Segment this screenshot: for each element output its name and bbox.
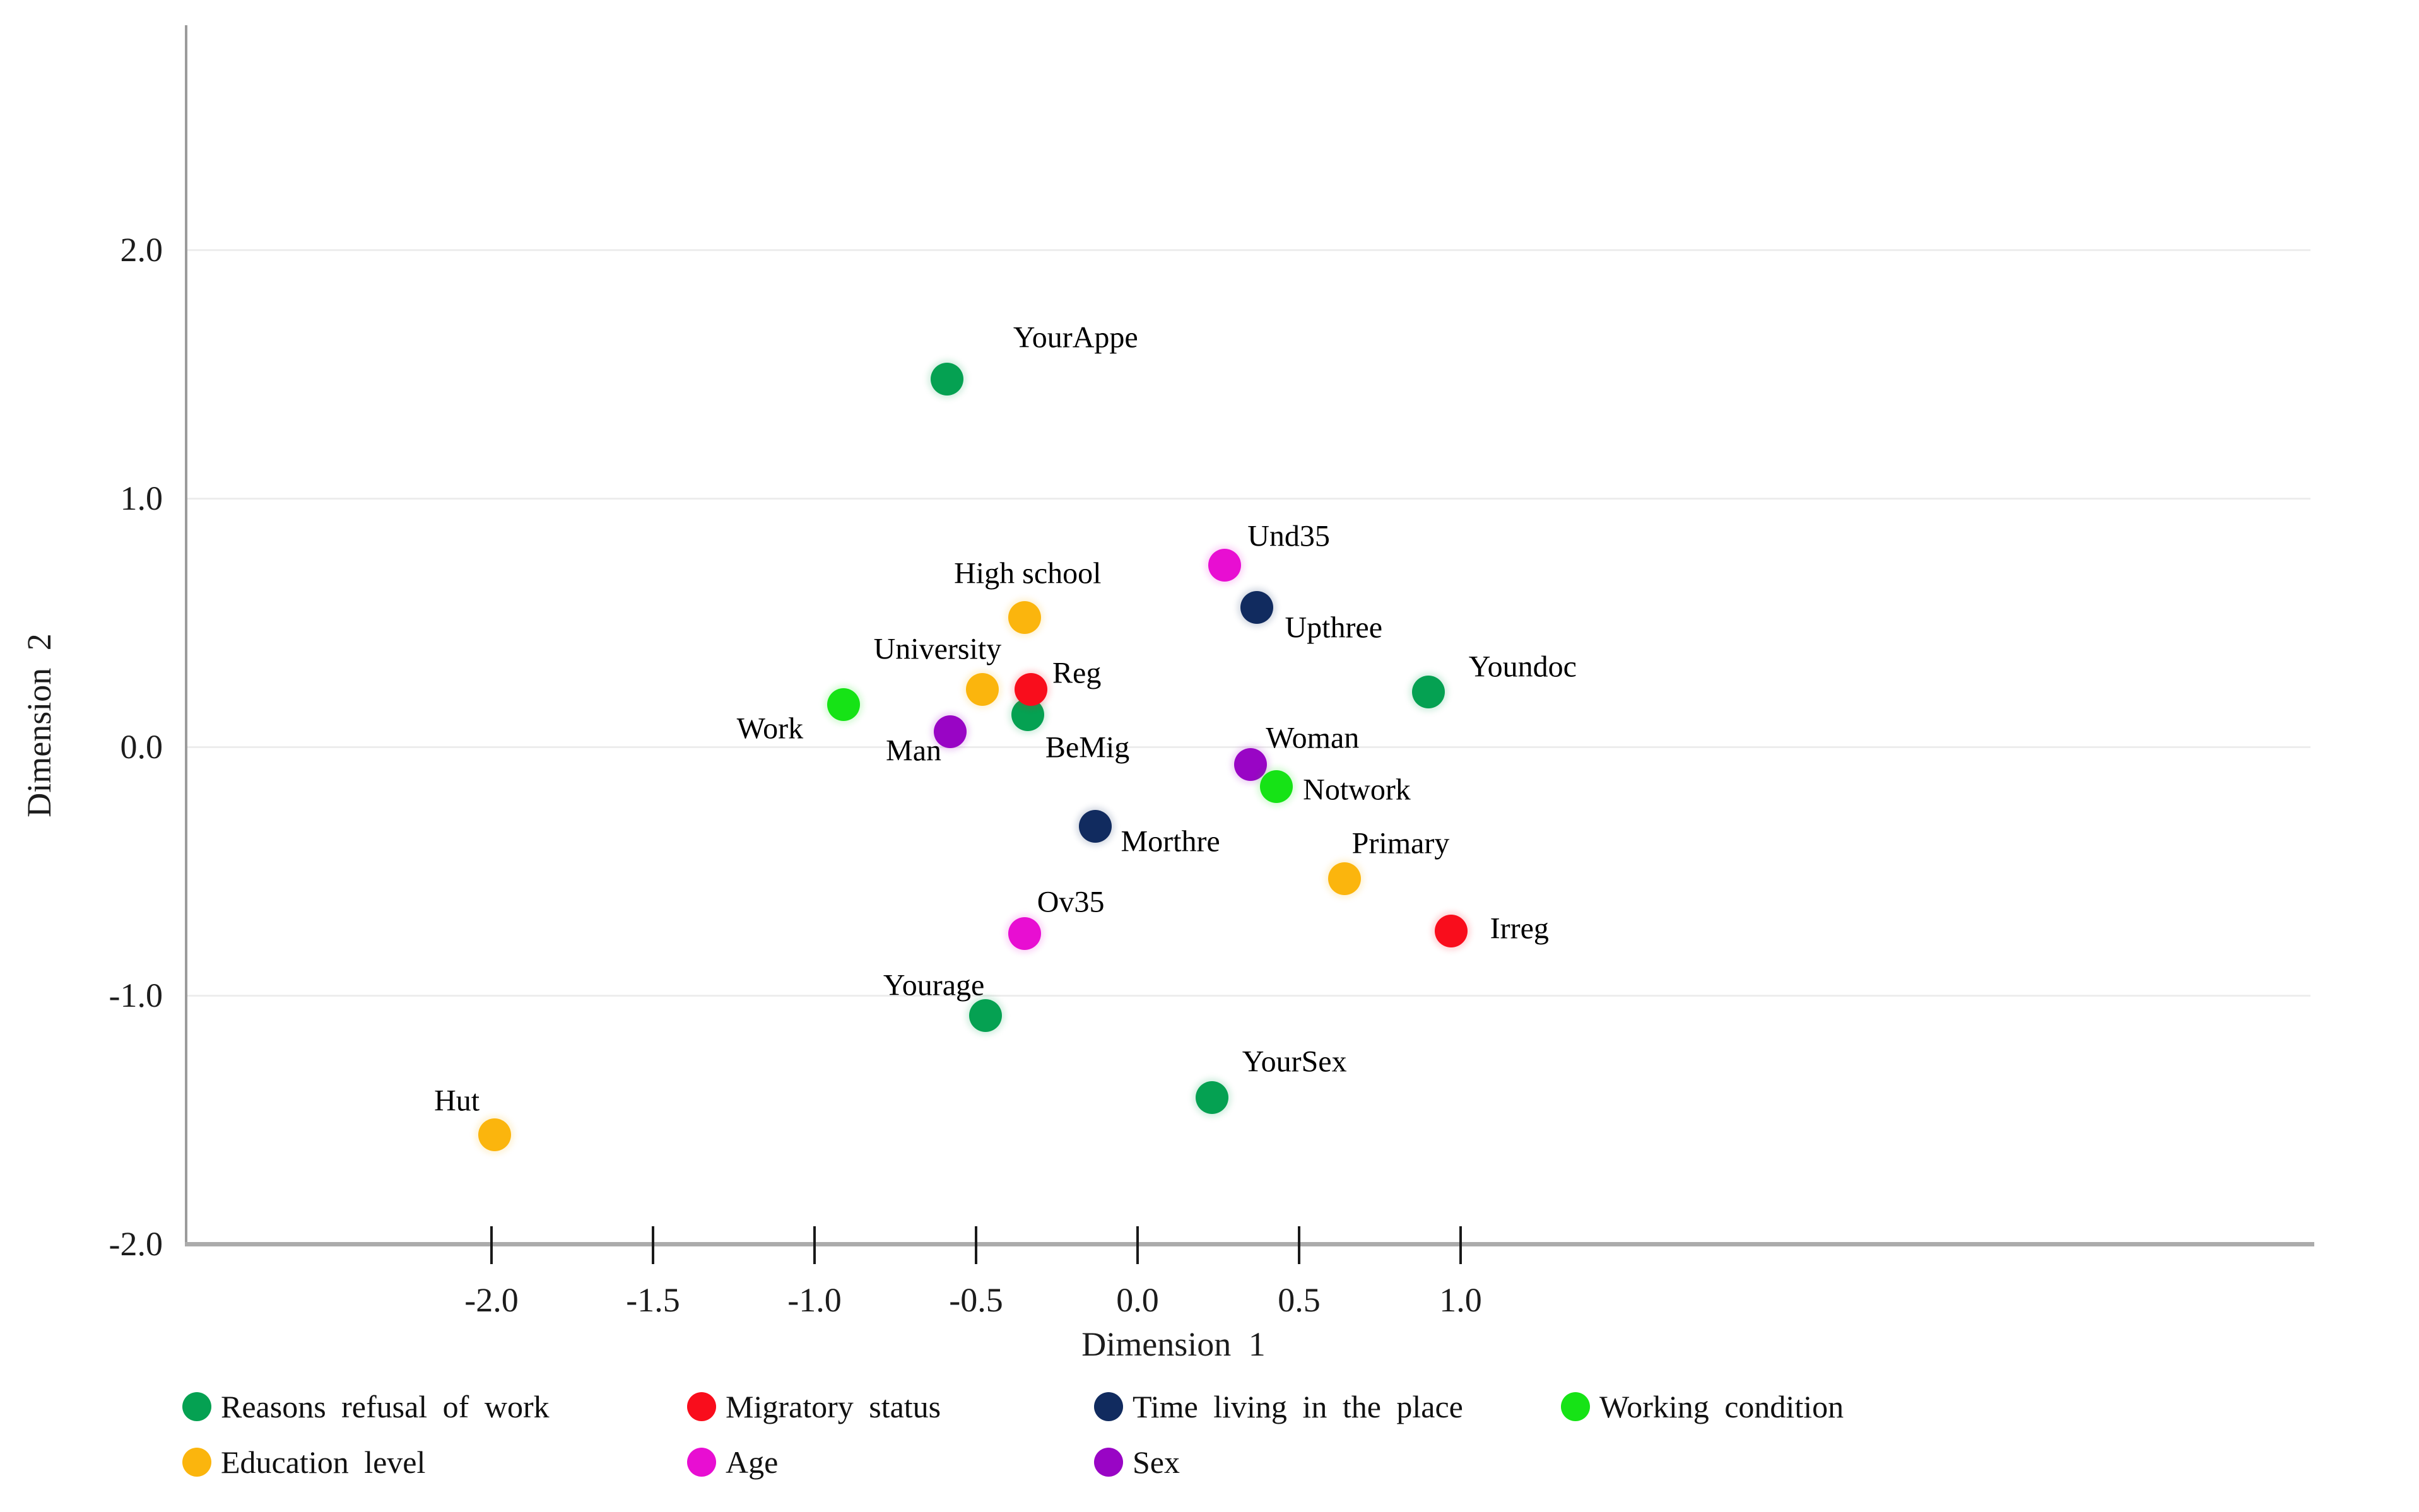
gridline-y--1.0 — [187, 995, 2310, 997]
y-tick-label-1.0: 1.0 — [120, 479, 163, 517]
point-label-primary: Primary — [1351, 826, 1450, 860]
x-tick-mark--2.0 — [490, 1226, 493, 1264]
x-tick-label-0.0: 0.0 — [1116, 1281, 1159, 1319]
x-tick-mark-1.0 — [1459, 1226, 1462, 1264]
data-point-yourage — [969, 999, 1003, 1032]
data-point-high-school — [1008, 601, 1041, 635]
data-point-yoursex — [1195, 1081, 1228, 1114]
data-point-woman — [1234, 747, 1268, 781]
point-label-high-school: High school — [954, 556, 1102, 590]
data-point-man — [934, 715, 967, 749]
point-label-ov35: Ov35 — [1037, 885, 1105, 918]
x-axis-line — [185, 1242, 2314, 1246]
data-point-hut — [478, 1118, 512, 1151]
gridline-y-2.0 — [187, 249, 2310, 251]
x-tick-mark--0.5 — [975, 1226, 977, 1264]
x-tick-label--0.5: -0.5 — [949, 1281, 1003, 1319]
y-axis-title: Dimension 2 — [20, 633, 58, 818]
x-tick-mark--1.0 — [813, 1226, 816, 1264]
point-label-notwork: Notwork — [1303, 773, 1411, 807]
data-point-irreg — [1434, 914, 1468, 947]
legend-marker-sex-icon — [1094, 1448, 1123, 1477]
y-tick-label-2.0: 2.0 — [120, 231, 163, 269]
legend-marker-education-level-icon — [182, 1448, 211, 1477]
point-label-man: Man — [886, 734, 942, 768]
legend-label-time-living-in-the-place: Time living in the place — [1133, 1389, 1463, 1424]
legend-marker-migratory-status-icon — [687, 1392, 716, 1421]
x-tick-label--1.0: -1.0 — [787, 1281, 842, 1319]
y-axis-line — [185, 25, 187, 1246]
x-tick-label-1.0: 1.0 — [1439, 1281, 1482, 1319]
x-tick-mark--1.5 — [652, 1226, 654, 1264]
point-label-irreg: Irreg — [1490, 911, 1549, 946]
point-label-woman: Woman — [1266, 721, 1360, 755]
legend-marker-reasons-refusal-of-work-icon — [182, 1392, 211, 1421]
legend-label-working-condition: Working condition — [1599, 1389, 1844, 1424]
data-point-ov35 — [1008, 917, 1041, 950]
data-point-reg — [1015, 673, 1048, 706]
data-point-und35 — [1208, 549, 1242, 582]
legend-label-sex: Sex — [1133, 1445, 1180, 1480]
legend-marker-working-condition-icon — [1561, 1392, 1590, 1421]
point-label-yourage: Yourage — [883, 968, 985, 1002]
point-label-morthre: Morthre — [1121, 824, 1220, 859]
point-label-yoursex: YourSex — [1242, 1045, 1347, 1079]
legend-label-education-level: Education level — [221, 1445, 426, 1480]
x-tick-label-0.5: 0.5 — [1278, 1281, 1321, 1319]
point-label-bemig: BeMig — [1045, 730, 1130, 765]
point-label-university: University — [873, 632, 1002, 666]
y-tick-label-0.0: 0.0 — [120, 728, 163, 766]
data-point-primary — [1327, 862, 1361, 895]
y-tick-label--2.0: -2.0 — [109, 1225, 163, 1263]
point-label-work: Work — [736, 712, 804, 746]
y-tick-label--1.0: -1.0 — [109, 976, 163, 1014]
data-point-notwork — [1260, 770, 1293, 804]
legend-label-age: Age — [726, 1445, 779, 1480]
x-tick-label--2.0: -2.0 — [464, 1281, 519, 1319]
gridline-y-1.0 — [187, 498, 2310, 500]
x-axis-title: Dimension 1 — [1081, 1325, 1266, 1363]
point-label-und35: Und35 — [1247, 519, 1330, 553]
legend-label-migratory-status: Migratory status — [726, 1389, 941, 1424]
point-label-youndoc: Youndoc — [1468, 650, 1577, 684]
data-point-yourappe — [930, 362, 963, 396]
data-point-morthre — [1079, 810, 1112, 843]
data-point-university — [966, 673, 999, 706]
point-label-yourappe: YourAppe — [1013, 320, 1138, 355]
x-tick-mark-0.5 — [1298, 1226, 1300, 1264]
data-point-work — [827, 688, 861, 722]
gridline-y-0.0 — [187, 746, 2310, 748]
x-tick-label--1.5: -1.5 — [626, 1281, 680, 1319]
x-tick-mark-0.0 — [1136, 1226, 1139, 1264]
point-label-upthree: Upthree — [1285, 611, 1383, 645]
data-point-upthree — [1240, 591, 1274, 624]
point-label-reg: Reg — [1052, 656, 1102, 690]
legend-label-reasons-refusal-of-work: Reasons refusal of work — [221, 1389, 550, 1424]
point-label-hut: Hut — [434, 1084, 480, 1118]
legend-marker-time-living-in-the-place-icon — [1094, 1392, 1123, 1421]
data-point-youndoc — [1411, 676, 1445, 709]
legend-marker-age-icon — [687, 1448, 716, 1477]
